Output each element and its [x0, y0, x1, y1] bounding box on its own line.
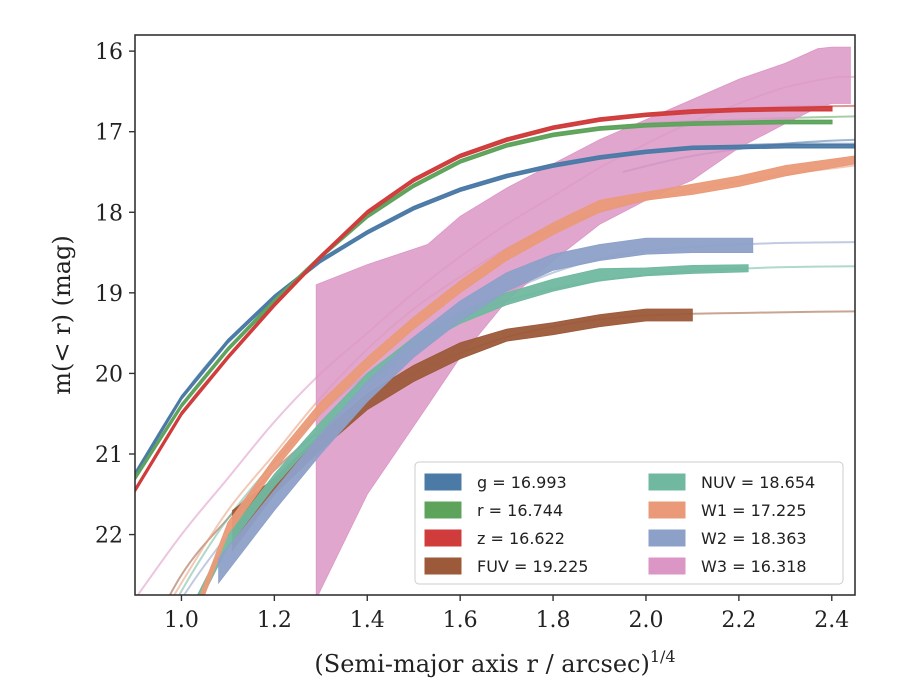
y-tick-label: 17 [95, 121, 123, 146]
legend-label-g: g = 16.993 [477, 473, 567, 492]
data-bands [135, 46, 855, 595]
data-band-fuv [232, 308, 693, 552]
x-axis: 1.0 1.2 1.4 1.6 1.8 2.0 2.2 2.4 [164, 595, 849, 633]
legend-swatch-fuv [424, 557, 462, 575]
x-axis-label-exponent: 1/4 [650, 647, 676, 666]
x-tick-label: 2.2 [721, 608, 756, 633]
legend-label-w1: W1 = 17.225 [701, 501, 807, 520]
x-tick-label: 1.6 [443, 608, 478, 633]
legend-label-nuv: NUV = 18.654 [701, 473, 815, 492]
y-tick-label: 16 [95, 40, 123, 65]
legend-label-z: z = 16.622 [477, 529, 565, 548]
legend: g = 16.993 r = 16.744 z = 16.622 FUV = 19.2… [414, 461, 844, 585]
legend-box [414, 461, 844, 585]
plot-frame [134, 34, 856, 596]
legend-swatch-g [424, 473, 462, 491]
y-tick-label: 21 [95, 443, 123, 468]
y-axis-label: m(< r) (mag) [48, 235, 76, 394]
data-band-w1 [199, 155, 855, 595]
x-axis-label-text: (Semi-major axis r / arcsec) [314, 650, 649, 678]
legend-label-r: r = 16.744 [477, 501, 563, 520]
x-axis-label: (Semi-major axis r / arcsec)1/4 [314, 647, 675, 678]
data-band-w2 [218, 237, 754, 585]
legend-label-w2: W2 = 18.363 [701, 529, 807, 548]
data-band-g [135, 143, 855, 478]
legend-swatch-z [424, 529, 462, 547]
data-band-z [135, 105, 833, 494]
y-tick-label: 19 [95, 282, 123, 307]
x-tick-label: 2.4 [814, 608, 849, 633]
legend-swatch-r [424, 501, 462, 519]
legend-swatch-w2 [648, 529, 686, 547]
x-tick-label: 1.2 [257, 608, 292, 633]
y-tick-label: 20 [95, 362, 123, 387]
x-tick-label: 1.8 [536, 608, 571, 633]
data-band-r [135, 119, 833, 482]
legend-label-w3: W3 = 16.318 [701, 557, 807, 576]
x-tick-label: 2.0 [628, 608, 663, 633]
x-tick-label: 1.4 [350, 608, 385, 633]
legend-swatch-w1 [648, 501, 686, 519]
x-tick-label: 1.0 [164, 608, 199, 633]
legend-label-fuv: FUV = 19.225 [477, 557, 588, 576]
y-axis: 16 17 18 19 20 21 22 [95, 40, 135, 549]
legend-swatch-w3 [648, 557, 686, 575]
y-tick-label: 22 [95, 524, 123, 549]
y-tick-label: 18 [95, 201, 123, 226]
legend-swatch-nuv [648, 473, 686, 491]
